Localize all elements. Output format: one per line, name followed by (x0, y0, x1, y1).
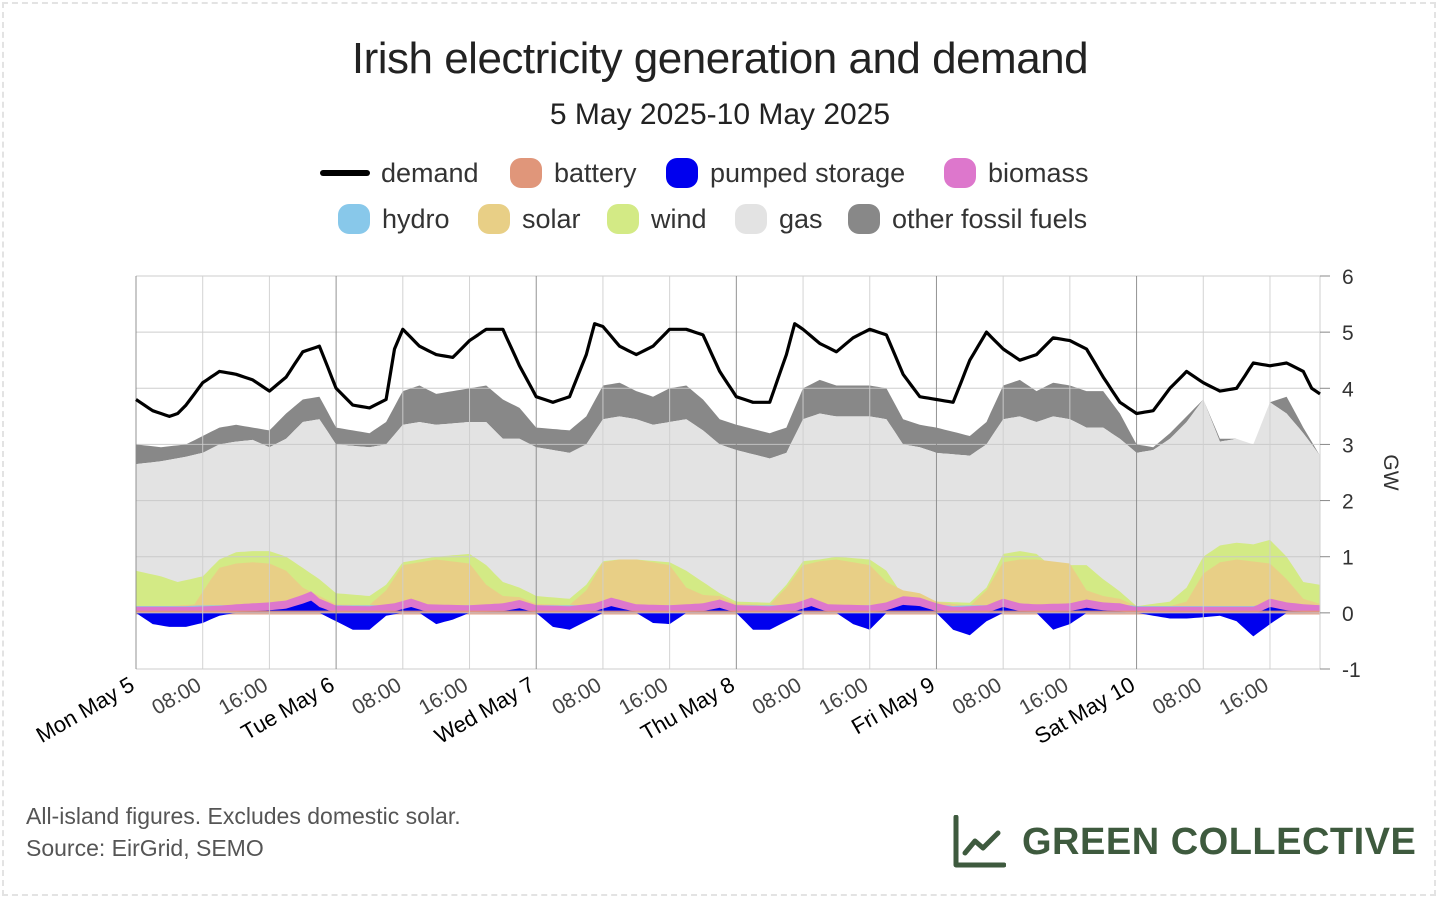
y-tick-label: 3 (1342, 434, 1354, 457)
solar-area (136, 559, 1320, 613)
x-tick-label-hour: 08:00 (1149, 673, 1206, 719)
y-tick-label: 5 (1342, 322, 1354, 345)
x-tick-label-hour: 08:00 (348, 673, 405, 719)
y-tick-label: -1 (1342, 659, 1361, 682)
chart-title: Irish electricity generation and demand (351, 34, 1089, 83)
legend-swatch-other (848, 204, 880, 234)
legend-swatch-gas (735, 204, 767, 234)
x-tick-label-day: Mon May 5 (32, 672, 139, 748)
x-tick-label-hour: 08:00 (949, 673, 1006, 719)
x-tick-label-hour: 08:00 (548, 673, 605, 719)
legend-label-solar: solar (522, 204, 581, 234)
footnote: All-island figures. Excludes domestic so… (26, 800, 461, 864)
y-tick-label: 1 (1342, 547, 1354, 570)
chart-legend: demand battery pumped storage biomass hydro s… (320, 158, 1089, 234)
y-tick-label: 6 (1342, 266, 1354, 289)
other-fossil-area (136, 379, 1320, 465)
x-tick-label-hour: 08:00 (749, 673, 806, 719)
brand-logo: GREEN COLLECTIVE (952, 812, 1416, 872)
legend-swatch-demand (320, 170, 370, 176)
y-tick-label: 0 (1342, 603, 1354, 626)
legend-swatch-pumped (666, 158, 698, 188)
line-chart-logo-icon (953, 815, 1006, 868)
legend-swatch-biomass (944, 158, 976, 188)
y-axis-label: GW (1379, 454, 1402, 490)
x-tick-label-hour: 08:00 (148, 673, 205, 719)
legend-label-battery: battery (554, 158, 637, 188)
pumped-storage-consumption-area (136, 612, 1320, 637)
biomass-area (136, 591, 1320, 613)
y-tick-label: 2 (1342, 491, 1354, 514)
legend-label-hydro: hydro (382, 204, 450, 234)
legend-swatch-hydro (338, 204, 370, 234)
legend-label-wind: wind (650, 204, 707, 234)
legend-label-gas: gas (779, 204, 823, 234)
generation-chart: demand battery pumped storage biomass hydro s… (32, 158, 1402, 749)
footnote-coverage: All-island figures. Excludes domestic so… (26, 803, 461, 829)
legend-label-demand: demand (381, 158, 479, 188)
legend-label-other: other fossil fuels (892, 204, 1087, 234)
legend-label-pumped: pumped storage (710, 158, 905, 188)
footnote-source: Source: EirGrid, SEMO (26, 835, 264, 861)
chart-subtitle: 5 May 2025-10 May 2025 (549, 98, 891, 131)
x-tick-label-hour: 16:00 (1215, 673, 1272, 719)
legend-label-biomass: biomass (988, 158, 1089, 188)
legend-swatch-solar (478, 204, 510, 234)
legend-swatch-wind (607, 204, 639, 234)
legend-swatch-battery (510, 158, 542, 188)
y-tick-label: 4 (1342, 378, 1354, 401)
demand-line (135, 322, 1321, 418)
brand-name: GREEN COLLECTIVE (1022, 820, 1417, 863)
